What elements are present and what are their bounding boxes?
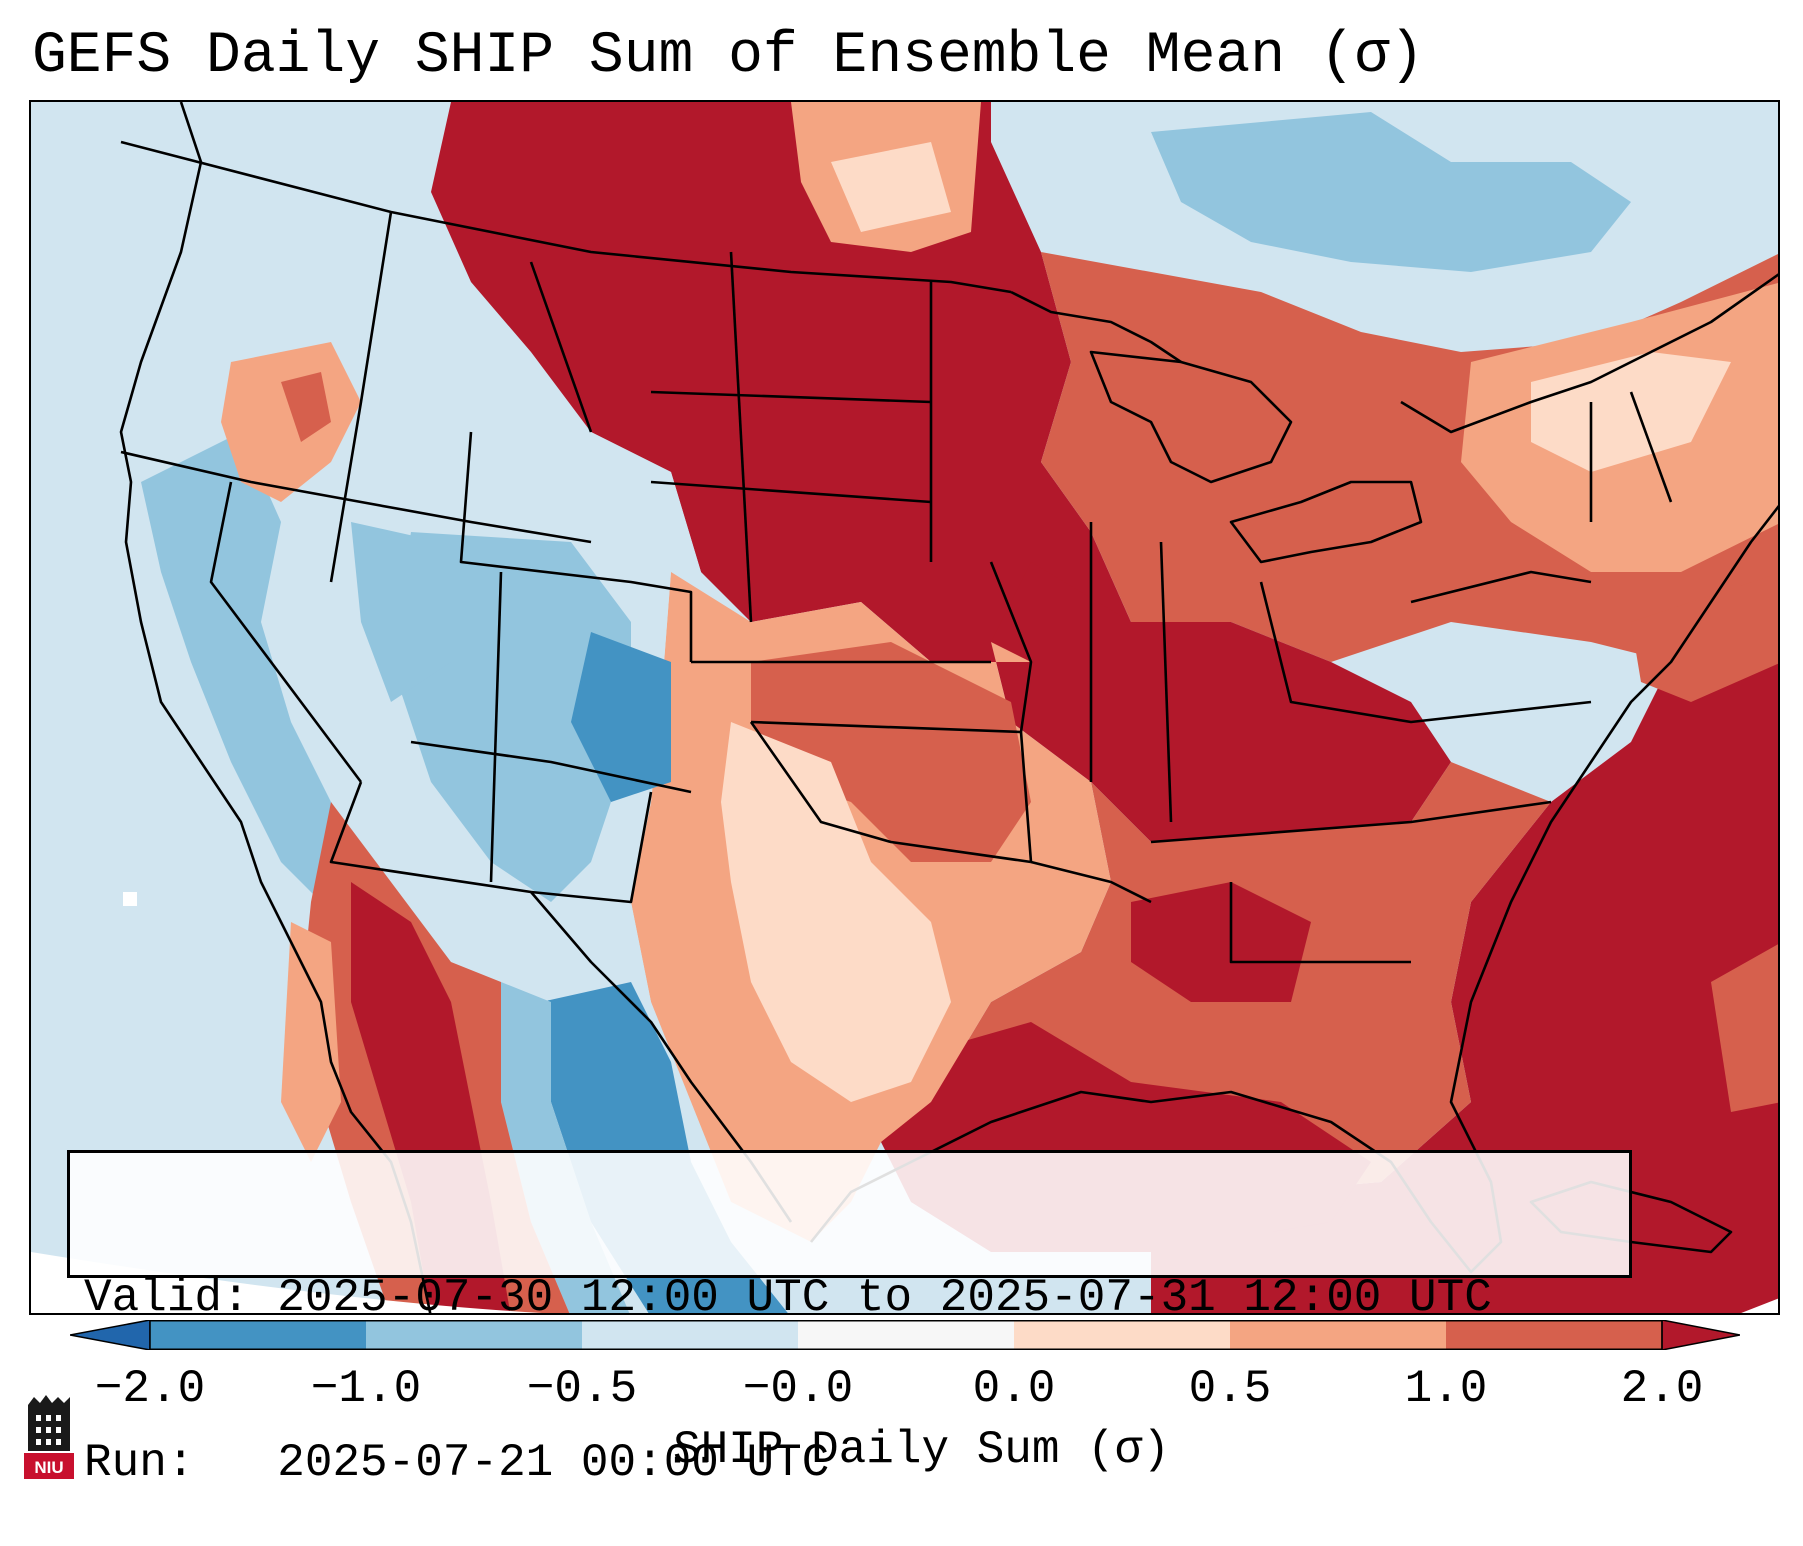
- pacific-coast-weak-positive: [281, 922, 341, 1162]
- utah-az-line: [410, 740, 692, 794]
- colorbar-bin: [798, 1320, 1014, 1350]
- ga-al-line: [1229, 882, 1411, 964]
- colorbar-tick-label: −1.0: [310, 1363, 422, 1415]
- us-canada-border-west: [120, 140, 1012, 294]
- texas-slight-positive: [721, 722, 951, 1102]
- wv-va-line: [1259, 581, 1592, 724]
- missing-data-cell: [123, 892, 137, 906]
- indiana-ohio: [1159, 541, 1173, 823]
- colorbar-tick-label: 2.0: [1620, 1363, 1704, 1415]
- castle-icon: [28, 1395, 70, 1451]
- colorbar-tick-label: −0.5: [526, 1363, 638, 1415]
- colorbar-bin: [1230, 1320, 1446, 1350]
- california-nevada-border: [209, 481, 363, 783]
- new-england-slight-positive: [1531, 352, 1731, 472]
- colorbar-bin: [1014, 1320, 1230, 1350]
- boundaries: [119, 102, 1778, 1313]
- colorbar-tick-label: 0.5: [1188, 1363, 1272, 1415]
- lake-erie-ontario: [1229, 480, 1423, 564]
- logo-banner: [24, 1453, 74, 1479]
- mexico-weak-negative: [501, 982, 630, 1313]
- us-canada-border-lakes: [1010, 290, 1182, 364]
- run-time-text: Run: 2025-07-21 00:00 UTC: [84, 1437, 830, 1489]
- nevada-weak-negative: [351, 522, 451, 702]
- tn-nc-line: [1150, 800, 1552, 844]
- atlantic-positive-band: [1631, 573, 1778, 702]
- valid-time-text: Valid: 2025-07-30 12:00 UTC to 2025-07-3…: [84, 1272, 1492, 1324]
- dakota-montana: [729, 251, 753, 623]
- west-coastline: [119, 102, 432, 1313]
- wyoming-south: [459, 431, 693, 662]
- utah-colorado-line: [489, 571, 503, 883]
- projection-edge-right: [1741, 1298, 1778, 1313]
- ok-line: [750, 720, 1022, 734]
- oregon-positive: [281, 372, 331, 442]
- sd-ne-line: [650, 480, 932, 504]
- map-panel: [29, 100, 1780, 1315]
- gulf-states-strong: [1131, 882, 1311, 1002]
- lake-superior-michigan: [1089, 350, 1293, 484]
- ms-line: [1030, 860, 1152, 904]
- colorbar-under-arrow: [70, 1320, 151, 1350]
- validity-info-box: Valid: 2025-07-30 12:00 UTC to 2025-07-3…: [67, 1150, 1632, 1489]
- colorbar-bin: [1446, 1320, 1662, 1350]
- four-corners-weak-negative: [391, 532, 631, 902]
- us-canada-border-east: [1400, 273, 1778, 434]
- kansas-oklahoma-positive: [751, 642, 1031, 862]
- colorbar-over-arrow: [1661, 1320, 1740, 1350]
- arizona-south: [329, 781, 532, 894]
- idaho-west-border: [329, 211, 393, 583]
- montana-idaho: [529, 261, 593, 433]
- map-canvas: [31, 102, 1778, 1313]
- midwest-strong-positive: [991, 562, 1451, 842]
- oregon-weak-positive: [221, 342, 361, 502]
- colorbar-bin: [366, 1320, 582, 1350]
- colorbar-bin: [582, 1320, 798, 1350]
- canada-weak-negative: [1151, 112, 1631, 272]
- atlantic-strong-positive: [1151, 584, 1778, 1313]
- colorbar-tick-label: −2.0: [94, 1363, 206, 1415]
- atlantic-positive-patch: [1711, 944, 1778, 1112]
- colorbar: [70, 1320, 1740, 1350]
- nd-sd-line: [650, 390, 932, 404]
- logo-text: NIU: [34, 1458, 63, 1477]
- or-nv-line: [120, 450, 592, 544]
- colorbar-tick-label: 0.0: [972, 1363, 1056, 1415]
- new-mexico: [530, 791, 653, 904]
- northern-plains-strong-positive: [431, 102, 1131, 662]
- colorbar-tick-label: −0.0: [742, 1363, 854, 1415]
- maine-line: [1629, 391, 1673, 503]
- colorbar-tick-label: 1.0: [1404, 1363, 1488, 1415]
- texas-red-river: [749, 721, 1032, 864]
- projection-edge-left: [31, 1252, 543, 1313]
- colorado-negative: [571, 632, 671, 802]
- niu-logo: NIU: [24, 1395, 74, 1479]
- missouri-line: [989, 561, 1033, 863]
- pa-ny-line: [1410, 570, 1592, 604]
- dakota-slight-positive: [831, 142, 951, 232]
- colorbar-bin: [150, 1320, 366, 1350]
- chart-title: GEFS Daily SHIP Sum of Ensemble Mean (σ): [32, 24, 1425, 89]
- colorbar-label: SHIP Daily Sum (σ): [673, 1424, 1170, 1476]
- west-coast-weak-negative: [141, 432, 361, 902]
- colorbar-outline: [149, 1320, 1663, 1350]
